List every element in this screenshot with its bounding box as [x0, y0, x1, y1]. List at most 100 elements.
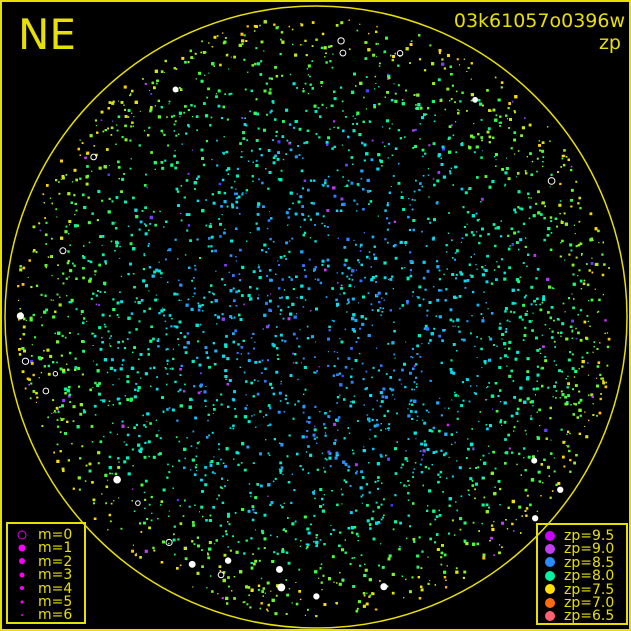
star-point [521, 318, 524, 321]
star-point [438, 52, 441, 55]
star-point [388, 423, 391, 426]
star-point [291, 473, 293, 475]
star-point [573, 376, 576, 378]
star-point [144, 549, 148, 553]
star-point [388, 427, 390, 429]
star-point [186, 229, 189, 232]
star-point [477, 466, 480, 469]
star-point [94, 119, 97, 122]
star-point [150, 93, 153, 95]
star-point [209, 575, 212, 577]
star-point [412, 367, 415, 371]
star-point [488, 382, 490, 384]
star-point [334, 439, 337, 442]
star-point [306, 420, 309, 423]
star-point [74, 224, 78, 228]
star-point [490, 536, 493, 540]
star-point [158, 261, 160, 263]
star-point [347, 179, 350, 182]
star-point [159, 452, 162, 456]
star-point [456, 417, 459, 420]
star-point [499, 322, 501, 325]
star-point [532, 405, 534, 407]
star-point [418, 189, 421, 192]
star-point [459, 517, 463, 521]
star-point [160, 277, 162, 279]
star-point [278, 468, 280, 470]
star-point [416, 383, 418, 385]
star-point [530, 478, 535, 482]
star-point [472, 234, 475, 237]
star-point [202, 51, 206, 54]
star-point [118, 378, 120, 380]
star-point [418, 285, 422, 289]
star-point [313, 540, 315, 543]
star-point [333, 97, 337, 101]
star-point [252, 508, 255, 511]
star-point [315, 544, 318, 548]
star-point [135, 215, 139, 219]
star-point [441, 62, 445, 66]
star-point [579, 309, 583, 312]
star-point [77, 333, 79, 335]
star-point [121, 136, 124, 139]
star-point [360, 263, 363, 267]
star-point [334, 456, 338, 460]
star-point [241, 39, 245, 43]
star-point [460, 272, 464, 276]
star-point [501, 258, 504, 261]
star-point [585, 435, 589, 439]
star-point [484, 362, 487, 365]
star-point [455, 567, 458, 570]
star-point [493, 269, 496, 271]
star-point [19, 268, 23, 272]
star-point [72, 487, 75, 490]
star-point [35, 401, 37, 403]
star-point [322, 503, 325, 506]
star-point [433, 183, 436, 187]
star-point [486, 89, 489, 92]
star-point [110, 240, 113, 243]
star-point [140, 299, 144, 302]
star-point [205, 385, 207, 387]
star-point [178, 86, 181, 89]
star-point [562, 440, 566, 444]
star-point [105, 485, 109, 489]
star-point [410, 272, 412, 274]
star-point [222, 571, 226, 574]
star-point [604, 332, 606, 335]
star-point [581, 365, 584, 368]
star-point [553, 340, 556, 343]
star-point [591, 257, 593, 259]
star-point [476, 357, 478, 359]
star-point [193, 105, 196, 108]
star-point [394, 92, 397, 95]
star-point [45, 243, 47, 245]
star-point [391, 572, 395, 576]
star-point [523, 334, 527, 337]
star-point [464, 286, 467, 289]
star-point [73, 264, 76, 267]
star-point [589, 212, 593, 216]
star-point [243, 34, 246, 37]
star-point [424, 465, 427, 469]
star-point [235, 188, 237, 190]
star-point [99, 347, 103, 351]
star-point [260, 372, 263, 374]
star-point [216, 35, 219, 37]
star-point [259, 24, 261, 27]
star-point [371, 235, 375, 239]
star-point [539, 352, 542, 354]
star-point [604, 319, 607, 322]
star-point [365, 602, 369, 606]
star-point [371, 139, 374, 142]
star-point [446, 423, 450, 427]
star-point [209, 124, 212, 127]
star-point [553, 287, 555, 290]
star-point [336, 305, 339, 307]
star-point [501, 338, 503, 340]
star-point [393, 83, 395, 85]
star-point [522, 339, 525, 341]
star-point [229, 254, 233, 257]
star-point [67, 394, 71, 398]
